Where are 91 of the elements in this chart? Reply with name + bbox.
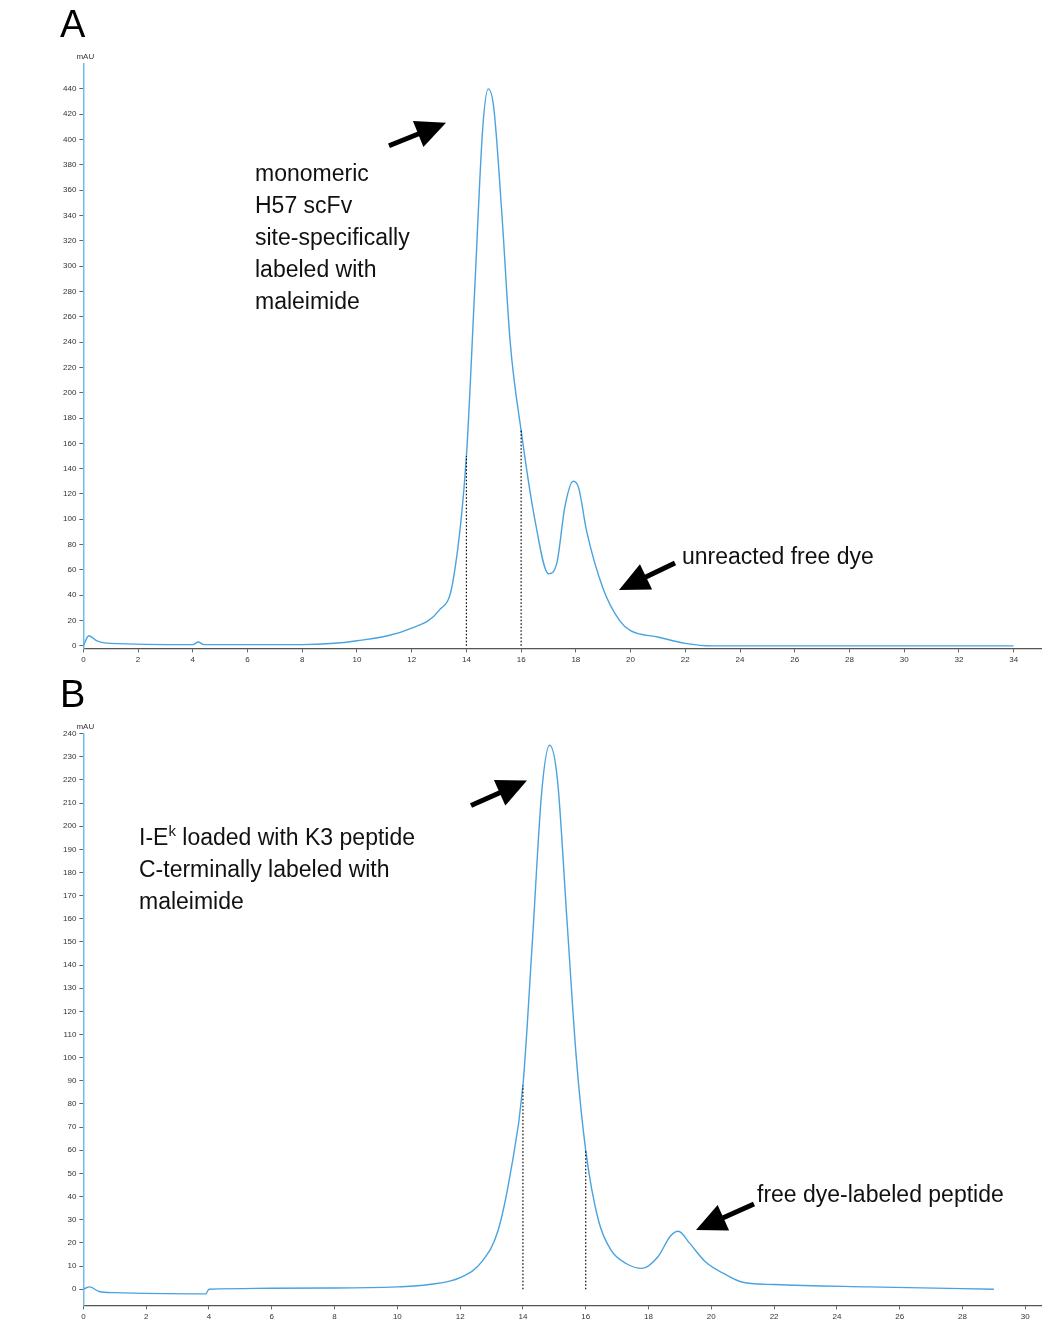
y-tick-label: 200 [62,387,77,397]
x-tick-label: 26 [790,655,800,665]
x-tick-label: 30 [899,655,910,665]
y-tick-label: 160 [62,914,77,923]
y-tick-label: 240 [62,337,77,347]
y-tick-label: 80 [67,1099,77,1109]
y-tick-label: 50 [67,1168,77,1178]
x-tick-label: 20 [706,1312,717,1322]
y-tick-label: 90 [67,1076,77,1086]
x-tick-label: 0 [81,655,87,665]
y-tick-label: 240 [62,728,77,738]
x-tick-label: 8 [332,1312,338,1322]
annotation: unreacted free dye [682,542,874,571]
y-tick-label: 170 [62,890,77,900]
annotation: monomeric H57 scFv site-specifically labeled with maleimide [255,159,410,316]
y-tick-label: 300 [62,261,77,271]
y-tick-label: 130 [62,983,77,993]
y-tick-label: 380 [62,160,77,170]
x-tick-label: 14 [461,655,472,665]
y-tick-label: 80 [67,539,77,549]
x-tick-label: 24 [832,1312,842,1322]
y-tick-label: 0 [71,1284,77,1294]
x-tick-label: 26 [895,1312,905,1322]
y-tick-label: 320 [62,236,77,246]
x-tick-label: 12 [407,655,417,665]
x-tick-label: 18 [571,655,581,665]
x-tick-label: 22 [769,1312,780,1322]
x-tick-label: 10 [352,655,362,665]
x-tick-label: 2 [135,655,141,665]
annotation: free dye-labeled peptide [757,1180,1004,1209]
line-series [83,88,1015,647]
y-tick-label: 400 [62,134,77,144]
x-tick-label: 8 [300,655,306,665]
x-tick-label: 4 [206,1312,212,1322]
x-tick-label: 16 [581,1312,591,1322]
annotation: I-E$^{k}$ loaded with K3 peptide C-terminally labeled with maleimide [139,821,416,916]
x-tick-label: 4 [190,655,196,665]
y-axis-title: mAU [76,51,95,61]
y-tick-label: 340 [62,210,77,220]
y-tick-label: 20 [67,615,77,625]
chart-title: A [60,3,86,46]
x-tick-label: 12 [455,1312,466,1322]
x-tick-label: 34 [1009,655,1019,665]
x-tick-label: 30 [1020,1312,1031,1322]
y-tick-label: 30 [67,1214,77,1224]
y-tick-label: 40 [67,590,77,600]
y-tick-label: 260 [62,311,77,321]
x-tick-label: 2 [143,1312,149,1322]
x-tick-label: 20 [626,655,636,665]
y-tick-label: 180 [62,413,77,423]
y-tick-label: 220 [62,775,77,785]
x-tick-label: 0 [81,1312,87,1322]
y-tick-label: 70 [67,1122,77,1132]
y-tick-label: 360 [62,185,77,195]
y-tick-label: 190 [62,844,77,854]
x-tick-label: 6 [269,1312,275,1322]
y-tick-label: 0 [71,641,77,651]
x-tick-label: 32 [954,655,964,665]
y-tick-label: 10 [67,1261,77,1271]
x-tick-label: 18 [644,1312,654,1322]
x-tick-label: 24 [735,655,746,665]
y-tick-label: 60 [67,1145,77,1155]
y-tick-label: 150 [62,937,77,947]
y-tick-label: 100 [62,514,77,524]
x-tick-label: 14 [518,1312,528,1322]
y-tick-label: 420 [62,109,77,119]
y-tick-label: 440 [62,84,77,94]
y-tick-label: 100 [62,1052,77,1062]
x-tick-label: 6 [245,655,251,665]
y-tick-label: 160 [62,438,77,448]
y-tick-label: 60 [67,565,77,575]
y-tick-label: 200 [62,821,77,831]
y-tick-label: 120 [62,1006,77,1016]
y-tick-label: 230 [62,751,77,761]
y-tick-label: 110 [63,1029,77,1039]
y-tick-label: 220 [62,362,77,372]
y-tick-label: 180 [62,867,77,877]
y-tick-label: 140 [62,463,77,473]
y-axis-title: mAU [76,721,95,731]
x-tick-label: 22 [680,655,691,665]
chart-title: B [60,673,86,716]
x-tick-label: 28 [845,655,855,665]
y-tick-label: 120 [62,489,77,499]
x-tick-label: 16 [516,655,527,665]
y-tick-label: 140 [62,960,77,970]
x-tick-label: 28 [958,1312,968,1322]
y-tick-label: 210 [62,798,77,808]
x-tick-label: 10 [392,1312,403,1322]
y-tick-label: 280 [62,286,77,296]
y-tick-label: 40 [67,1191,77,1201]
y-tick-label: 20 [67,1238,77,1248]
